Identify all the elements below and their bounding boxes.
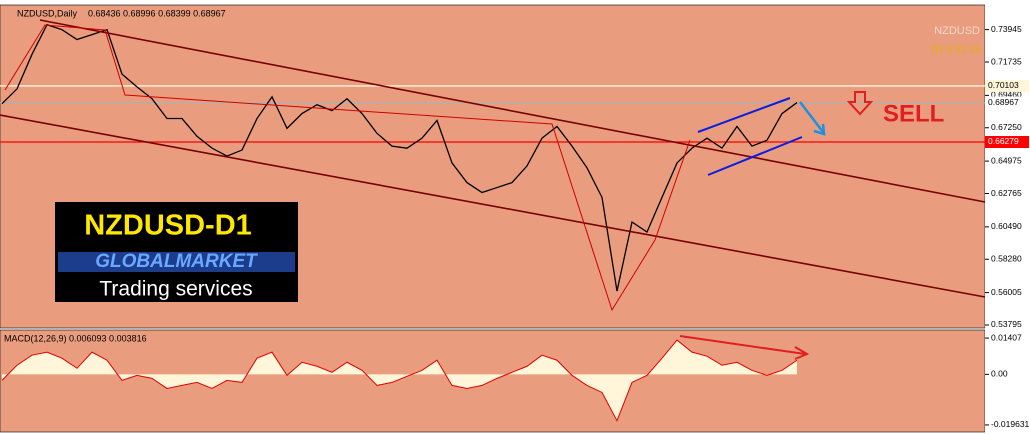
sell-arrow <box>846 91 874 116</box>
price-level-box <box>985 96 1029 109</box>
arrow-head <box>794 346 810 360</box>
sell-label: SELL <box>883 100 944 127</box>
y-tick-label: 0.73945 <box>991 24 1022 34</box>
y-tick-label: 0.56005 <box>991 287 1022 297</box>
axis-area <box>985 0 1030 435</box>
price-level-box <box>985 135 1029 148</box>
wedge-line <box>697 97 791 133</box>
price-level-label: 0.70103 <box>988 80 1019 90</box>
logo-band <box>58 252 295 272</box>
macd-area <box>2 340 797 421</box>
symbol-label: NZDUSD <box>934 25 980 37</box>
wedge-line <box>707 136 803 176</box>
y-tick-label: 0.62765 <box>991 188 1022 198</box>
channel-line <box>0 114 986 298</box>
macd-outline <box>1 339 798 422</box>
y-tick-label: 0.53795 <box>991 319 1022 329</box>
price-level-box <box>985 79 1029 92</box>
logo-subtitle: Trading services <box>99 278 252 301</box>
y-tick-label: 0.71735 <box>991 56 1022 66</box>
arrow <box>799 101 824 133</box>
zigzag <box>4 24 691 312</box>
price-level-label: 0.66279 <box>988 136 1019 146</box>
y-tick-label: 0.64975 <box>991 155 1022 165</box>
chart-title: NZDUSD,Daily <box>17 8 78 18</box>
price-line <box>1 23 798 292</box>
timer: D1 0:31:18 <box>931 45 980 56</box>
channel-line <box>39 19 986 203</box>
logo-title: NZDUSD-D1 <box>84 210 252 242</box>
macd-title: MACD(12,26,9) 0.006093 0.003816 <box>4 333 147 343</box>
arrow <box>679 335 806 355</box>
drawings <box>0 19 986 360</box>
y-tick-label: 0.60490 <box>991 221 1022 231</box>
logo-brand: GLOBALMARKET <box>95 251 258 272</box>
y-tick-label: -0.019631 <box>991 419 1030 429</box>
ohlc-text: 0.68436 0.68996 0.68399 0.68967 <box>88 8 226 18</box>
y-tick-label: 0.01407 <box>991 332 1022 342</box>
y-tick-label: 0.69460 <box>991 90 1022 100</box>
y-tick-label: 0.67250 <box>991 122 1022 132</box>
y-tick-label: 0.00 <box>991 369 1008 379</box>
y-tick-label: 0.58280 <box>991 254 1022 264</box>
arrow-head <box>813 123 826 136</box>
price-level-label: 0.68967 <box>988 97 1019 107</box>
